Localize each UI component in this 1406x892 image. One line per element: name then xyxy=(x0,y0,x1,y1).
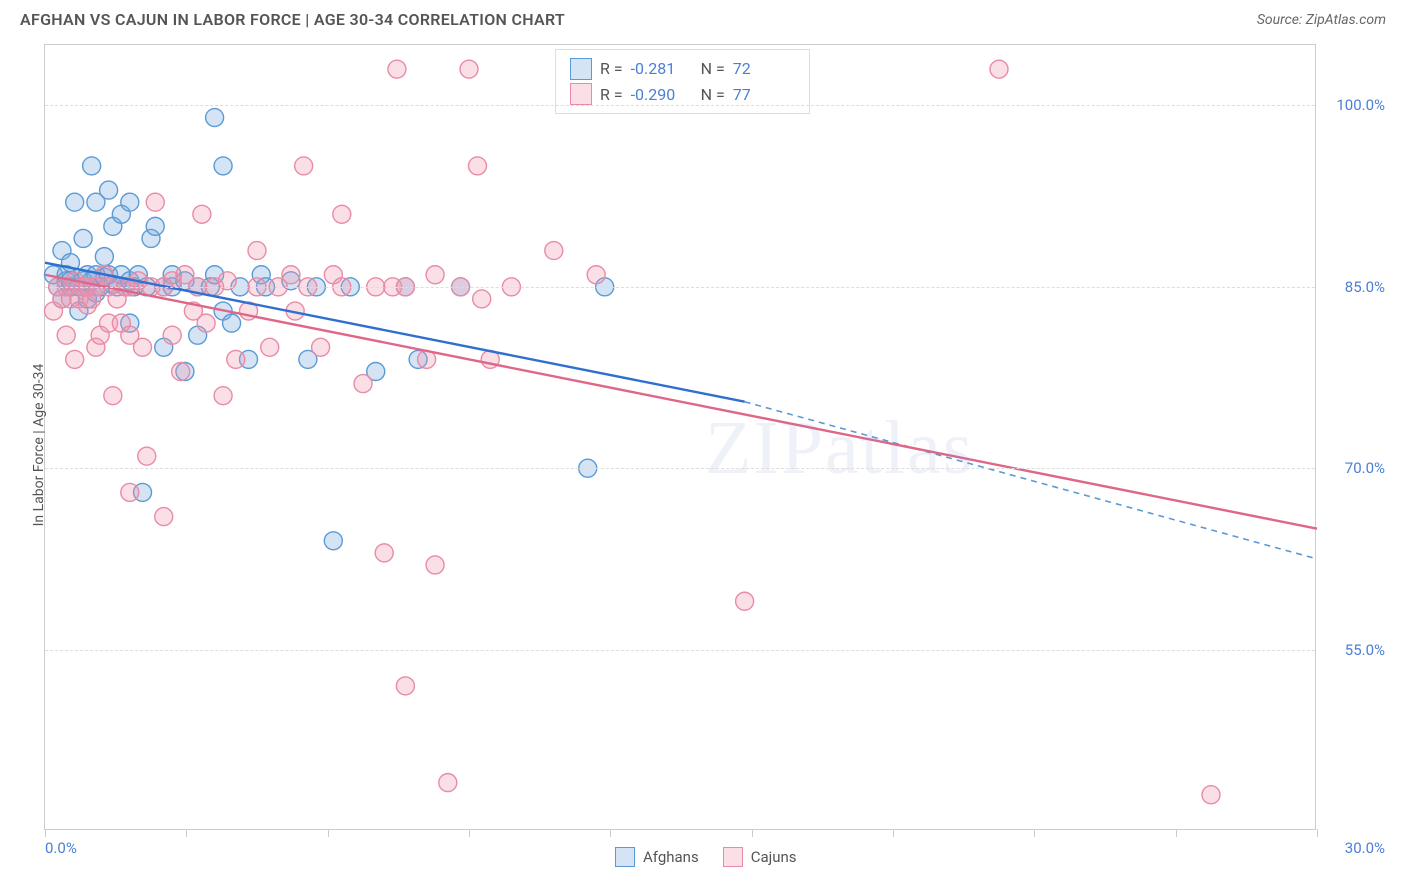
data-point xyxy=(426,266,444,284)
source-label: Source: ZipAtlas.com xyxy=(1257,12,1386,28)
data-point xyxy=(333,205,351,223)
data-point xyxy=(1202,786,1220,804)
y-tick-label: 85.0% xyxy=(1345,278,1385,296)
x-tick xyxy=(469,829,470,837)
data-point xyxy=(396,677,414,695)
y-tick-label: 100.0% xyxy=(1336,96,1385,114)
data-point xyxy=(74,229,92,247)
data-point xyxy=(57,326,75,344)
x-max-label: 30.0% xyxy=(1345,839,1385,857)
regression-line-extrapolated xyxy=(745,402,1317,559)
n-label: N = xyxy=(701,56,725,82)
legend-swatch xyxy=(723,847,743,867)
data-point xyxy=(138,447,156,465)
x-min-label: 0.0% xyxy=(45,839,77,857)
regression-line xyxy=(45,275,1317,529)
data-point xyxy=(121,483,139,501)
data-point xyxy=(214,387,232,405)
r-label: R = xyxy=(600,82,623,108)
legend-swatch xyxy=(570,83,592,105)
data-point xyxy=(227,350,245,368)
data-point xyxy=(354,375,372,393)
data-point xyxy=(388,60,406,78)
data-point xyxy=(439,774,457,792)
legend-label: Cajuns xyxy=(751,848,797,866)
data-point xyxy=(324,532,342,550)
x-tick xyxy=(1034,829,1035,837)
data-point xyxy=(282,266,300,284)
n-value: 77 xyxy=(733,82,795,108)
series-legend: Afghans Cajuns xyxy=(615,847,797,867)
gridline xyxy=(45,650,1315,651)
x-tick xyxy=(1176,829,1177,837)
data-point xyxy=(468,157,486,175)
data-point xyxy=(460,60,478,78)
data-point xyxy=(295,157,313,175)
legend-label: Afghans xyxy=(643,848,699,866)
data-point xyxy=(375,544,393,562)
data-point xyxy=(223,314,241,332)
data-point xyxy=(473,290,491,308)
legend-item: Afghans xyxy=(615,847,699,867)
data-point xyxy=(155,508,173,526)
legend-row: R = -0.281 N = 72 xyxy=(570,56,795,82)
data-point xyxy=(990,60,1008,78)
x-tick xyxy=(45,829,46,837)
data-point xyxy=(312,338,330,356)
data-point xyxy=(197,314,215,332)
r-value: -0.290 xyxy=(631,82,693,108)
data-point xyxy=(206,109,224,127)
data-point xyxy=(587,266,605,284)
x-tick xyxy=(610,829,611,837)
n-label: N = xyxy=(701,82,725,108)
data-point xyxy=(261,338,279,356)
data-point xyxy=(100,181,118,199)
legend-row: R = -0.290 N = 77 xyxy=(570,82,795,108)
n-value: 72 xyxy=(733,56,795,82)
data-point xyxy=(66,193,84,211)
chart-title: AFGHAN VS CAJUN IN LABOR FORCE | AGE 30-… xyxy=(20,10,565,29)
y-tick-label: 55.0% xyxy=(1345,641,1385,659)
chart-plot-area: In Labor Force | Age 30-34 ZIPatlas R = … xyxy=(44,44,1316,830)
legend-swatch xyxy=(570,58,592,80)
r-value: -0.281 xyxy=(631,56,693,82)
x-tick xyxy=(186,829,187,837)
correlation-legend: R = -0.281 N = 72 R = -0.290 N = 77 xyxy=(555,49,810,114)
chart-header: AFGHAN VS CAJUN IN LABOR FORCE | AGE 30-… xyxy=(0,0,1406,35)
data-point xyxy=(66,350,84,368)
data-point xyxy=(83,157,101,175)
data-point xyxy=(172,362,190,380)
gridline xyxy=(45,287,1315,288)
data-point xyxy=(146,217,164,235)
legend-swatch xyxy=(615,847,635,867)
data-point xyxy=(426,556,444,574)
data-point xyxy=(121,193,139,211)
data-point xyxy=(95,248,113,266)
data-point xyxy=(214,157,232,175)
legend-item: Cajuns xyxy=(723,847,797,867)
data-point xyxy=(146,193,164,211)
data-point xyxy=(545,242,563,260)
x-tick xyxy=(328,829,329,837)
data-point xyxy=(134,338,152,356)
data-point xyxy=(163,326,181,344)
data-point xyxy=(736,592,754,610)
data-point xyxy=(248,242,266,260)
y-tick-label: 70.0% xyxy=(1345,459,1385,477)
x-tick xyxy=(893,829,894,837)
x-tick xyxy=(752,829,753,837)
r-label: R = xyxy=(600,56,623,82)
gridline xyxy=(45,105,1315,106)
data-point xyxy=(193,205,211,223)
gridline xyxy=(45,468,1315,469)
scatter-svg xyxy=(45,45,1315,829)
data-point xyxy=(104,387,122,405)
x-tick xyxy=(1317,829,1318,837)
